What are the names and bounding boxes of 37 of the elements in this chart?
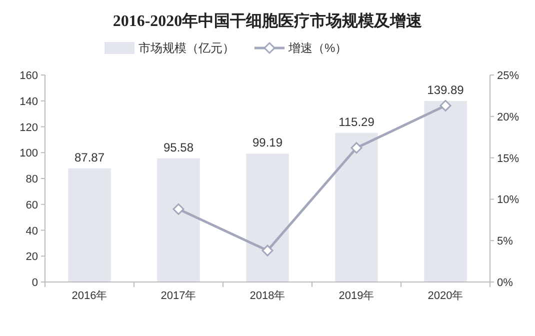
bar — [157, 158, 200, 282]
y2-tick-label: 10% — [497, 194, 520, 206]
x-tick-label: 2019年 — [338, 290, 374, 302]
y2-tick-label: 25% — [497, 70, 520, 82]
x-tick-label: 2020年 — [428, 290, 464, 302]
y-tick-label: 160 — [20, 70, 38, 82]
point — [262, 244, 274, 256]
y-tick-label: 40 — [26, 225, 38, 238]
y-tick-label: 0 — [32, 277, 38, 289]
y2-tick-label: 0% — [497, 277, 514, 289]
chart-title: 2016-2020年中国干细胞医疗市场规模及增速 — [112, 12, 424, 30]
x-tick-label: 2017年 — [160, 290, 196, 302]
y2-tick-label: 15% — [497, 152, 520, 165]
data-label: 95.58 — [163, 140, 194, 154]
y2-tick-label: 20% — [497, 111, 520, 124]
data-label: 115.29 — [338, 114, 375, 129]
y-tick-label: 80 — [26, 174, 38, 186]
legend-label: 增速（%） — [288, 41, 348, 55]
legend-label: 市场规模（亿元） — [138, 41, 234, 55]
bar — [424, 101, 467, 282]
y2-tick-label: 5% — [497, 236, 514, 248]
x-tick-label: 2016年 — [72, 290, 108, 302]
y-tick-label: 120 — [20, 122, 38, 134]
y-tick-label: 60 — [26, 199, 38, 212]
bar — [68, 168, 111, 282]
y-tick-label: 20 — [26, 251, 38, 264]
y-tick-label: 140 — [20, 96, 38, 108]
data-label: 87.87 — [74, 150, 105, 164]
bar — [335, 132, 378, 282]
x-tick-label: 2018年 — [250, 290, 286, 302]
point — [172, 203, 184, 215]
point — [350, 142, 362, 154]
y-tick-label: 100 — [20, 148, 38, 160]
data-label: 99.19 — [252, 136, 283, 150]
point — [440, 100, 452, 112]
bar — [246, 154, 289, 282]
data-label: 139.89 — [427, 83, 464, 98]
